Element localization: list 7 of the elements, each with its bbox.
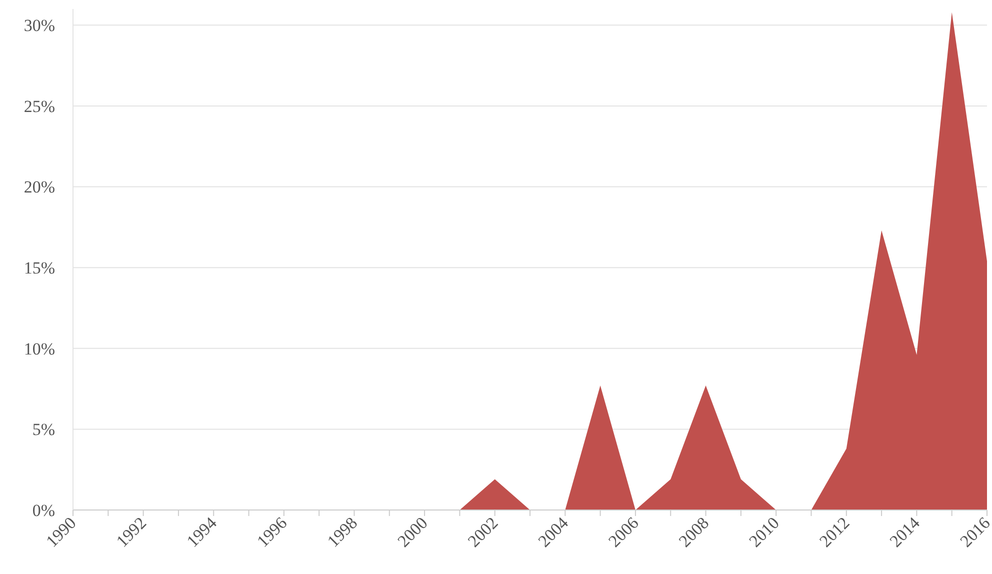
y-tick-label: 5% xyxy=(32,420,55,440)
y-tick-label: 25% xyxy=(24,96,55,116)
y-tick-label: 20% xyxy=(24,178,55,197)
y-tick-label: 15% xyxy=(24,258,55,278)
y-tick-label: 10% xyxy=(24,339,55,358)
y-tick-label: 0% xyxy=(32,500,55,520)
y-tick-label: 30% xyxy=(24,16,55,36)
